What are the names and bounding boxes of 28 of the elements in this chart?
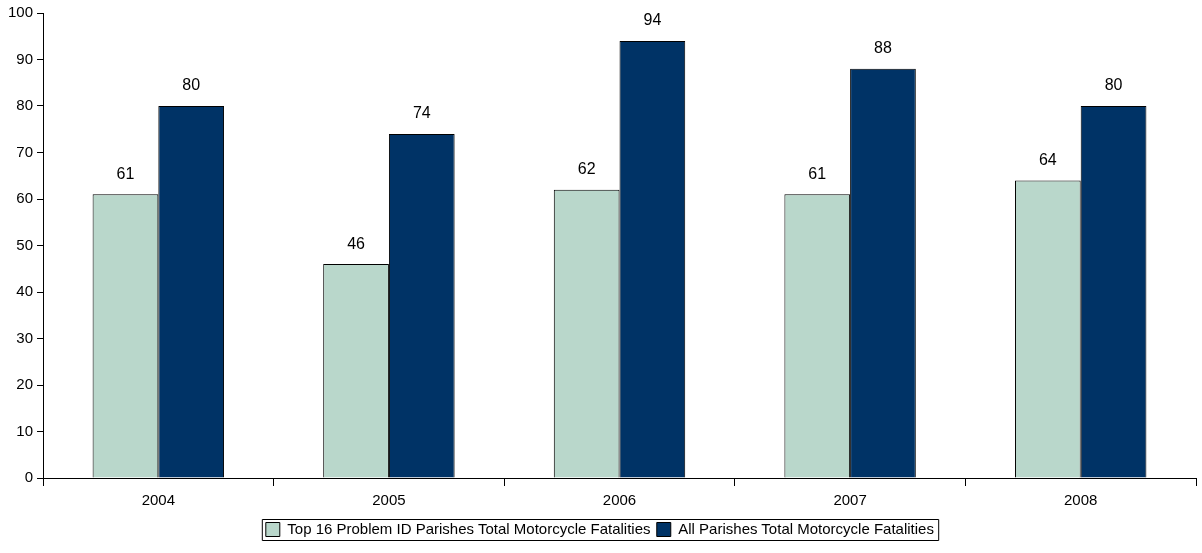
legend-label: All Parishes Total Motorcycle Fatalities bbox=[678, 519, 934, 537]
data-label: 64 bbox=[1038, 150, 1057, 168]
x-tick-label: 2006 bbox=[602, 491, 637, 509]
y-tick-label: 20 bbox=[16, 375, 34, 393]
y-tick-label: 90 bbox=[16, 49, 34, 67]
x-tick-label: 2004 bbox=[141, 491, 176, 509]
data-label: 61 bbox=[116, 164, 135, 182]
y-tick-label: 70 bbox=[16, 142, 34, 160]
x-tick-label: 2005 bbox=[372, 491, 406, 509]
data-label: 61 bbox=[808, 164, 827, 182]
y-tick-label: 10 bbox=[16, 421, 34, 439]
data-label: 46 bbox=[347, 234, 366, 252]
data-label: 74 bbox=[412, 104, 431, 122]
data-label: 80 bbox=[1104, 76, 1123, 94]
y-tick-label: 30 bbox=[16, 328, 34, 346]
data-label: 80 bbox=[182, 76, 201, 94]
x-tick-label: 2007 bbox=[833, 491, 867, 509]
y-tick-label: 40 bbox=[16, 282, 34, 300]
y-tick-label: 60 bbox=[16, 189, 34, 207]
x-tick-label: 2008 bbox=[1064, 491, 1098, 509]
y-tick-label: 0 bbox=[24, 468, 34, 486]
y-tick-label: 50 bbox=[16, 235, 34, 253]
y-tick-label: 80 bbox=[16, 96, 34, 114]
y-tick-label: 100 bbox=[8, 3, 34, 21]
data-label: 88 bbox=[874, 39, 892, 57]
data-label: 62 bbox=[577, 160, 596, 178]
data-label: 94 bbox=[643, 11, 662, 29]
legend-label: Top 16 Problem ID Parishes Total Motorcycle Fatalities bbox=[287, 519, 651, 537]
